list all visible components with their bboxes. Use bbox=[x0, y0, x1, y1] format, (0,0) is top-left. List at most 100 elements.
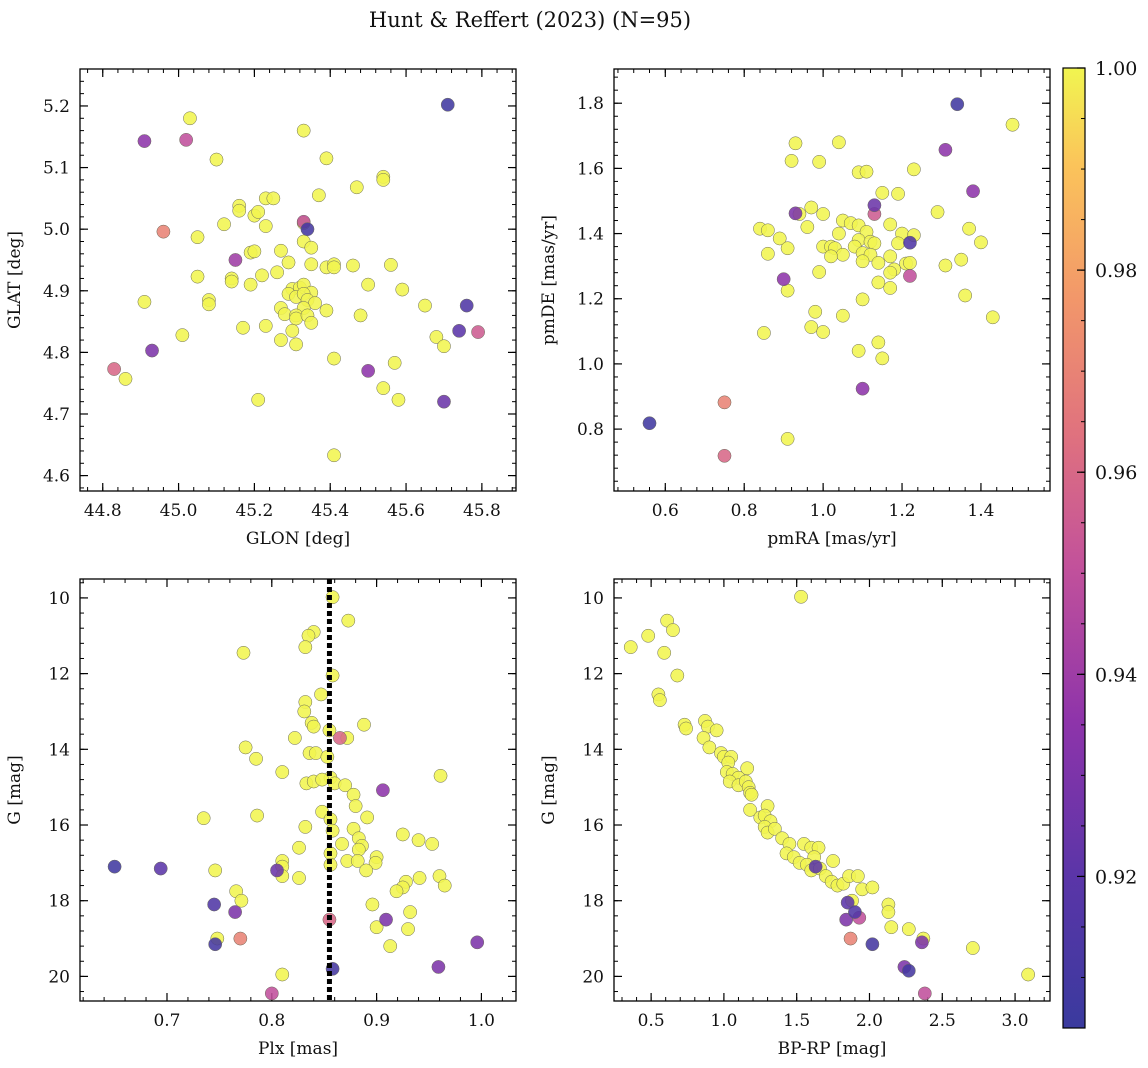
y-tick-label: 18 bbox=[48, 892, 70, 912]
scatter-point bbox=[333, 731, 347, 745]
scatter-point bbox=[327, 260, 341, 275]
x-tick-label: 1.0 bbox=[468, 1011, 495, 1031]
x-tick-label: 0.7 bbox=[153, 1011, 180, 1031]
scatter-point bbox=[275, 765, 290, 779]
scatter-point bbox=[1005, 117, 1020, 132]
scatter-point bbox=[387, 356, 402, 370]
scatter-point bbox=[183, 111, 197, 126]
y-tick-label: 5.1 bbox=[43, 159, 70, 179]
scatter-point bbox=[717, 395, 732, 410]
scatter-point bbox=[679, 721, 693, 736]
scatter-point bbox=[412, 871, 427, 885]
scatter-point bbox=[208, 937, 223, 952]
scatter-point bbox=[232, 203, 247, 218]
x-tick-label: 45.4 bbox=[311, 501, 349, 521]
scatter-point bbox=[776, 272, 791, 287]
scatter-point bbox=[137, 295, 152, 309]
scatter-point bbox=[761, 246, 775, 261]
scatter-point bbox=[826, 854, 840, 868]
axes-frame bbox=[613, 68, 1051, 492]
scatter-point bbox=[459, 298, 474, 313]
y-tick-label: 1.6 bbox=[577, 159, 604, 179]
scatter-point bbox=[429, 330, 444, 344]
scatter-point bbox=[670, 668, 685, 683]
y-tick-label: 18 bbox=[582, 892, 604, 912]
scatter-point bbox=[881, 905, 896, 919]
scatter-point bbox=[228, 905, 242, 919]
scatter-point bbox=[153, 861, 168, 876]
scatter-point bbox=[379, 912, 393, 927]
scatter-point bbox=[234, 893, 249, 908]
y-tick-label: 1.0 bbox=[577, 355, 604, 375]
scatter-point bbox=[348, 799, 363, 813]
scatter-point bbox=[772, 231, 787, 246]
scatter-point bbox=[304, 257, 319, 272]
scatter-point bbox=[848, 905, 862, 919]
scatter-point bbox=[301, 628, 316, 643]
scatter-point bbox=[350, 854, 365, 868]
scatter-point bbox=[804, 200, 819, 215]
scatter-point bbox=[437, 339, 451, 354]
axes-frame bbox=[79, 68, 517, 492]
scatter-point bbox=[761, 223, 775, 238]
y-axis-label: G [mag] bbox=[5, 755, 25, 824]
scatter-point bbox=[784, 154, 799, 168]
y-tick-label: 10 bbox=[582, 589, 604, 609]
scatter-point bbox=[395, 827, 410, 842]
scatter-point bbox=[327, 351, 341, 366]
scatter-point bbox=[411, 833, 426, 847]
scatter-point bbox=[304, 315, 319, 330]
scatter-point bbox=[433, 768, 448, 783]
x-tick-label: 0.8 bbox=[731, 501, 758, 521]
scatter-point bbox=[107, 362, 121, 376]
scatter-point bbox=[361, 364, 375, 378]
scatter-point bbox=[788, 206, 803, 221]
scatter-point bbox=[251, 205, 266, 219]
scatter-point bbox=[403, 905, 417, 919]
y-tick-label: 12 bbox=[48, 665, 70, 685]
scatter-point bbox=[883, 281, 898, 295]
scatter-point bbox=[966, 184, 980, 199]
y-tick-label: 1.2 bbox=[577, 290, 604, 310]
colorbar-gradient bbox=[1062, 67, 1086, 1029]
scatter-point bbox=[376, 381, 391, 395]
scatter-point bbox=[289, 311, 303, 326]
x-tick-label: 1.0 bbox=[810, 501, 837, 521]
scatter-point bbox=[401, 922, 415, 936]
scatter-point bbox=[903, 256, 917, 270]
scatter-point bbox=[437, 394, 451, 409]
scatter-point bbox=[327, 448, 341, 463]
figure-title: Hunt & Reffert (2023) (N=95) bbox=[369, 8, 691, 32]
scatter-point bbox=[437, 878, 452, 893]
scatter-point bbox=[938, 142, 953, 157]
scatter-point bbox=[281, 255, 296, 270]
x-tick-label: 0.5 bbox=[638, 1011, 665, 1031]
scatter-point bbox=[292, 840, 306, 855]
scatter-point bbox=[250, 808, 264, 823]
scatter-point bbox=[306, 719, 321, 734]
x-tick-label: 1.4 bbox=[967, 501, 994, 521]
scatter-point bbox=[270, 265, 284, 280]
scatter-point bbox=[431, 960, 446, 974]
y-tick-label: 5.2 bbox=[43, 97, 70, 117]
scatter-point bbox=[368, 856, 383, 870]
scatter-point bbox=[788, 136, 803, 151]
scatter-point bbox=[224, 274, 239, 289]
x-tick-label: 1.2 bbox=[889, 501, 916, 521]
scatter-point bbox=[359, 863, 373, 878]
scatter-point bbox=[883, 217, 898, 232]
scatter-point bbox=[312, 188, 326, 203]
scatter-point bbox=[808, 304, 823, 319]
x-tick-label: 45.2 bbox=[235, 501, 273, 521]
scatter-point bbox=[804, 320, 819, 334]
scatter-point bbox=[717, 448, 732, 463]
scatter-point bbox=[974, 235, 988, 250]
scatter-point bbox=[883, 249, 898, 264]
scatter-point bbox=[794, 589, 808, 604]
scatter-point bbox=[266, 191, 281, 206]
scatter-points bbox=[107, 590, 485, 1001]
scatter-point bbox=[859, 164, 874, 179]
scatter-point bbox=[901, 922, 916, 936]
scatter-point bbox=[335, 837, 349, 851]
scatter-point bbox=[855, 292, 870, 307]
